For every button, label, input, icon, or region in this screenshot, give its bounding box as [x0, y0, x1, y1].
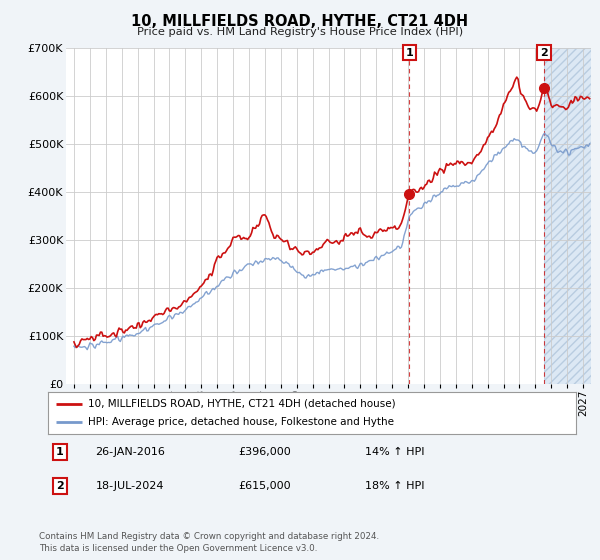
Text: 26-JAN-2016: 26-JAN-2016 [95, 447, 166, 457]
Text: £396,000: £396,000 [238, 447, 291, 457]
Text: 18% ↑ HPI: 18% ↑ HPI [365, 481, 424, 491]
Text: 10, MILLFIELDS ROAD, HYTHE, CT21 4DH: 10, MILLFIELDS ROAD, HYTHE, CT21 4DH [131, 14, 469, 29]
Text: Price paid vs. HM Land Registry's House Price Index (HPI): Price paid vs. HM Land Registry's House … [137, 27, 463, 37]
Text: 18-JUL-2024: 18-JUL-2024 [95, 481, 164, 491]
Text: 10, MILLFIELDS ROAD, HYTHE, CT21 4DH (detached house): 10, MILLFIELDS ROAD, HYTHE, CT21 4DH (de… [88, 399, 395, 409]
Text: 1: 1 [405, 48, 413, 58]
Bar [544, 48, 600, 384]
Bar [544, 48, 600, 384]
Text: 2: 2 [540, 48, 548, 58]
Text: HPI: Average price, detached house, Folkestone and Hythe: HPI: Average price, detached house, Folk… [88, 417, 394, 427]
Text: 1: 1 [56, 447, 64, 457]
Text: £615,000: £615,000 [238, 481, 291, 491]
Text: 2: 2 [56, 481, 64, 491]
Text: Contains HM Land Registry data © Crown copyright and database right 2024.
This d: Contains HM Land Registry data © Crown c… [39, 533, 379, 553]
Text: 14% ↑ HPI: 14% ↑ HPI [365, 447, 424, 457]
